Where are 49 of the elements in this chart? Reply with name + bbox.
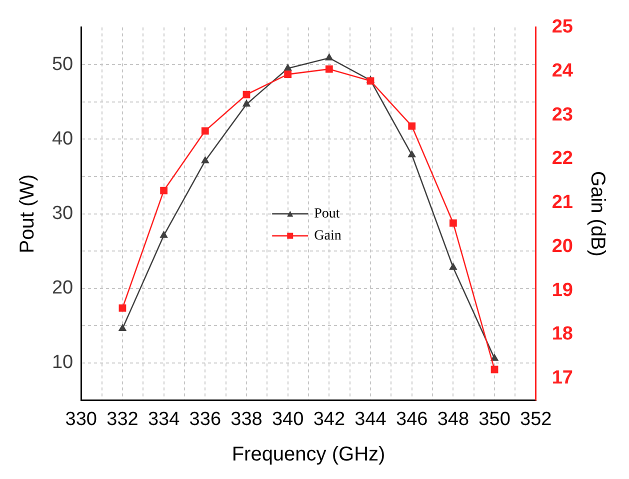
y2-tick-label: 23 bbox=[552, 104, 574, 126]
x-tick-label: 346 bbox=[396, 408, 428, 430]
point bbox=[160, 231, 168, 238]
y2-tick-label: 20 bbox=[552, 236, 574, 257]
legend-label: Gain bbox=[314, 228, 342, 244]
point bbox=[118, 324, 126, 332]
y2-tick-label: 21 bbox=[552, 192, 574, 214]
x-tick-label: 332 bbox=[106, 408, 138, 430]
y-tick-label: 40 bbox=[52, 128, 74, 150]
y2-axis-title: Gain (dB) bbox=[586, 171, 608, 257]
point bbox=[160, 186, 168, 194]
y2-tick-label: 19 bbox=[552, 280, 574, 301]
x-tick-label: 340 bbox=[272, 408, 304, 430]
point bbox=[490, 354, 498, 361]
x-axis-title: Frequency (GHz) bbox=[232, 444, 386, 466]
point bbox=[408, 150, 416, 158]
point bbox=[449, 219, 457, 227]
y2-tick-label: 17 bbox=[552, 368, 574, 389]
point bbox=[201, 156, 209, 164]
y2-tick-label: 18 bbox=[552, 324, 574, 345]
y-tick-label: 20 bbox=[52, 278, 74, 299]
x-tick-label: 336 bbox=[189, 408, 222, 430]
point bbox=[201, 127, 209, 135]
x-tick-label: 348 bbox=[437, 408, 470, 430]
y-tick-label: 50 bbox=[52, 54, 74, 75]
legend-label: Pout bbox=[314, 206, 340, 222]
point bbox=[325, 54, 333, 60]
y2-tick-label: 25 bbox=[552, 16, 574, 38]
point bbox=[490, 366, 498, 374]
x-tick-label: 330 bbox=[65, 408, 97, 430]
y2-tick-label: 24 bbox=[552, 60, 574, 82]
point bbox=[242, 90, 250, 98]
point bbox=[450, 263, 457, 270]
x-tick-label: 352 bbox=[520, 408, 552, 430]
point bbox=[242, 100, 250, 107]
x-tick-label: 342 bbox=[313, 408, 346, 430]
point bbox=[284, 64, 292, 71]
x-tick-label: 338 bbox=[230, 408, 262, 430]
y-tick-label: 30 bbox=[52, 203, 74, 224]
x-tick-label: 344 bbox=[354, 408, 387, 430]
point bbox=[118, 304, 126, 312]
point bbox=[284, 70, 292, 78]
y-axis-title: Pout (W) bbox=[16, 174, 39, 254]
x-tick-label: 350 bbox=[478, 408, 510, 430]
point bbox=[325, 65, 333, 73]
point bbox=[408, 122, 416, 130]
y2-tick-label: 22 bbox=[552, 148, 574, 170]
y-tick-label: 10 bbox=[52, 352, 74, 374]
x-tick-label: 334 bbox=[148, 408, 180, 430]
